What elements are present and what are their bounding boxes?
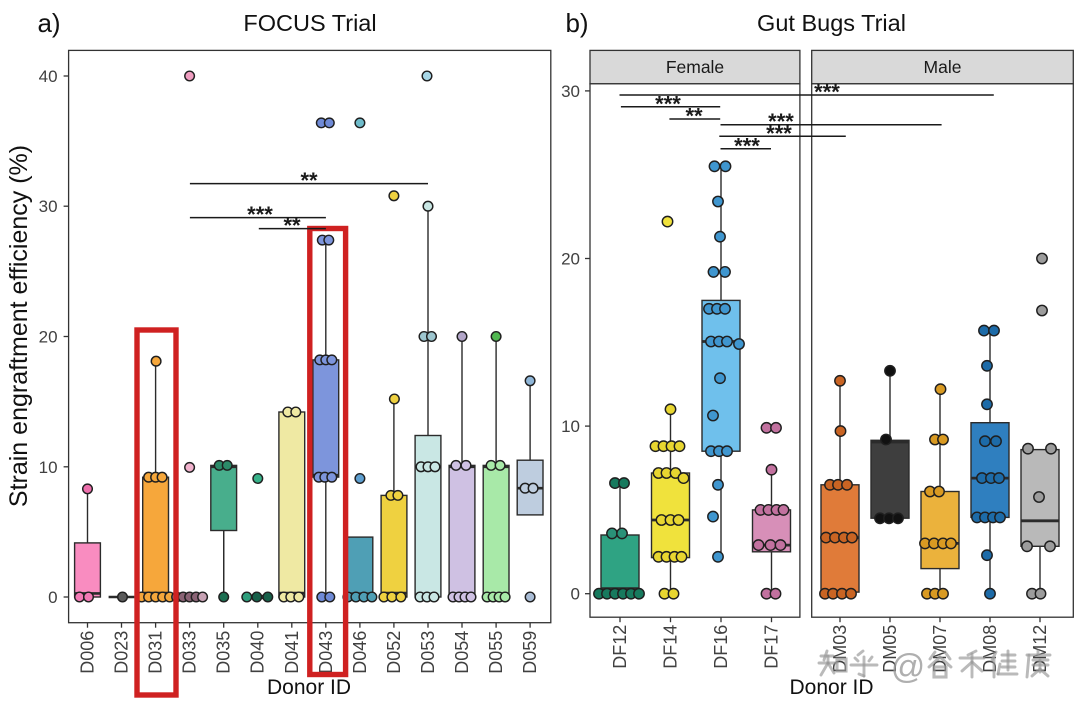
svg-text:30: 30 — [561, 82, 580, 101]
svg-text:DF16: DF16 — [711, 625, 731, 669]
svg-text:D043: D043 — [316, 631, 336, 674]
svg-text:DM05: DM05 — [880, 625, 900, 673]
svg-text:D040: D040 — [248, 631, 268, 674]
svg-text:**: ** — [283, 213, 301, 238]
svg-text:@: @ — [891, 648, 926, 686]
svg-text:D035: D035 — [214, 631, 234, 674]
svg-text:Female: Female — [666, 57, 724, 77]
svg-text:DF12: DF12 — [610, 625, 630, 669]
svg-text:***: *** — [766, 121, 792, 146]
svg-text:D031: D031 — [146, 631, 166, 674]
svg-text:10: 10 — [39, 458, 58, 477]
svg-text:***: *** — [814, 80, 840, 105]
svg-text:20: 20 — [561, 250, 580, 269]
svg-text:DM08: DM08 — [980, 625, 1000, 673]
svg-text:a): a) — [37, 8, 60, 38]
svg-text:***: *** — [247, 202, 273, 227]
svg-text:D055: D055 — [486, 631, 506, 674]
svg-text:Donor ID: Donor ID — [789, 676, 873, 699]
svg-text:D059: D059 — [520, 631, 540, 674]
svg-text:D053: D053 — [418, 631, 438, 674]
svg-text:**: ** — [685, 104, 703, 129]
svg-text:FOCUS Trial: FOCUS Trial — [243, 10, 376, 36]
svg-text:D054: D054 — [452, 631, 472, 674]
svg-text:D033: D033 — [180, 631, 200, 674]
svg-text:Strain engraftment efficiency: Strain engraftment efficiency (%) — [5, 145, 33, 507]
svg-text:DF14: DF14 — [661, 625, 681, 669]
svg-text:D006: D006 — [78, 631, 98, 674]
svg-text:D052: D052 — [384, 631, 404, 674]
svg-text:Gut Bugs Trial: Gut Bugs Trial — [757, 10, 906, 36]
svg-text:***: *** — [768, 109, 794, 134]
svg-text:D046: D046 — [350, 631, 370, 674]
svg-text:DF17: DF17 — [762, 625, 782, 669]
svg-text:***: *** — [734, 133, 760, 158]
svg-text:D041: D041 — [282, 631, 302, 674]
svg-text:10: 10 — [561, 417, 580, 436]
svg-text:0: 0 — [48, 588, 57, 607]
svg-text:0: 0 — [571, 585, 580, 604]
svg-text:b): b) — [565, 8, 588, 38]
svg-text:***: *** — [655, 91, 681, 116]
svg-text:Donor ID: Donor ID — [267, 676, 351, 699]
svg-text:40: 40 — [39, 67, 58, 86]
svg-text:D023: D023 — [112, 631, 132, 674]
svg-text:Male: Male — [924, 57, 962, 77]
svg-text:20: 20 — [39, 328, 58, 347]
svg-text:**: ** — [300, 168, 318, 193]
svg-text:30: 30 — [39, 197, 58, 216]
